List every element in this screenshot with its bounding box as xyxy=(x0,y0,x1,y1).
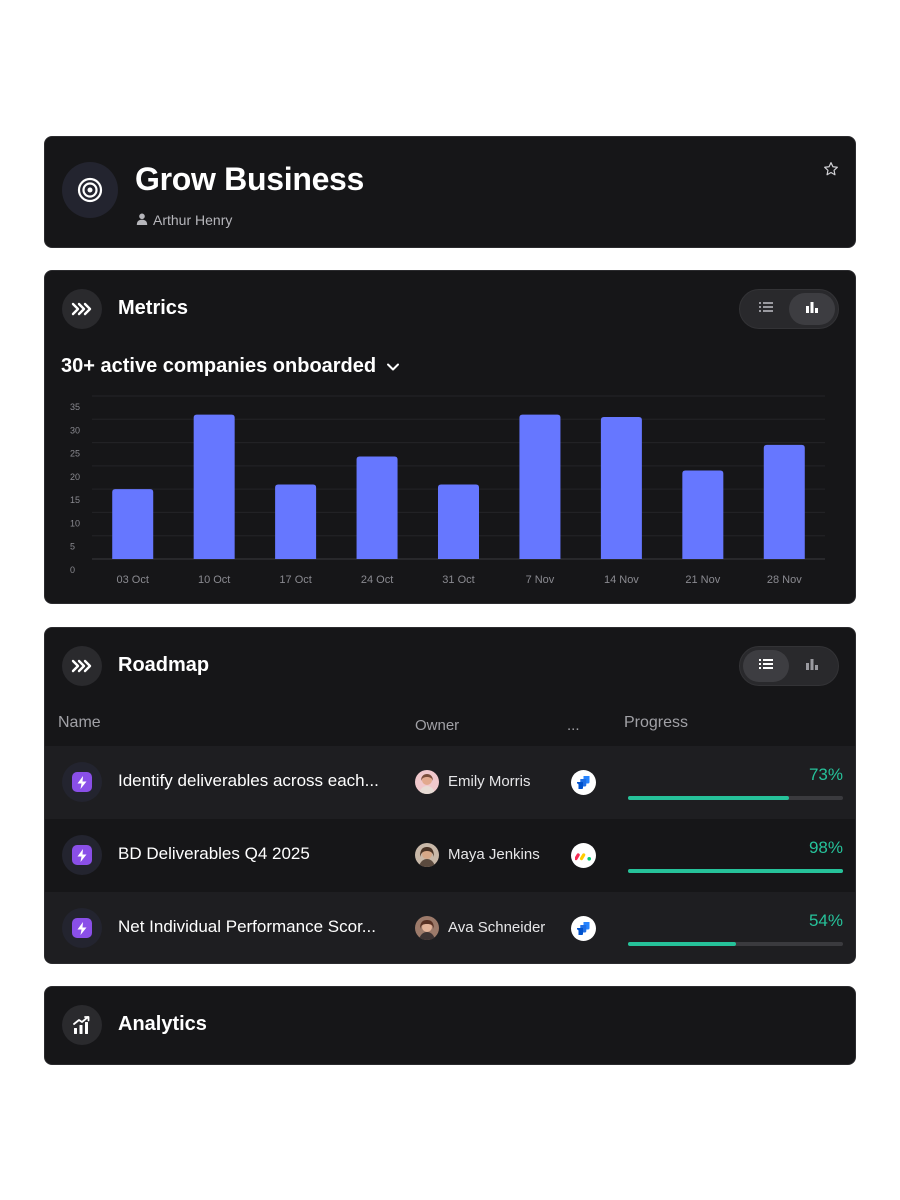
chevron-down-icon xyxy=(386,355,400,378)
x-tick-label: 7 Nov xyxy=(526,574,555,586)
goal-header-card: Grow Business Arthur Henry xyxy=(44,136,856,248)
chevrons-icon xyxy=(62,289,102,329)
metrics-view-toggle xyxy=(739,289,839,329)
task-icon xyxy=(62,762,102,802)
table-row[interactable]: Identify deliverables across each... Emi… xyxy=(45,746,855,819)
x-tick-label: 10 Oct xyxy=(198,574,230,586)
column-header-owner[interactable]: Owner xyxy=(415,717,460,734)
goal-title: Grow Business xyxy=(135,161,365,197)
roadmap-title: Roadmap xyxy=(118,654,210,676)
x-tick-label: 03 Oct xyxy=(117,574,149,586)
task-icon xyxy=(62,908,102,948)
owner-name: Ava Schneider xyxy=(448,919,546,936)
bar xyxy=(356,456,398,559)
avatar xyxy=(415,916,439,940)
list-icon xyxy=(759,657,773,675)
progress-percent: 73% xyxy=(808,765,843,784)
bar xyxy=(438,484,479,559)
chart-view-button[interactable] xyxy=(789,293,835,325)
row-name: BD Deliverables Q4 2025 xyxy=(118,844,310,863)
y-tick-label: 35 xyxy=(70,402,80,412)
target-icon xyxy=(62,162,118,218)
list-view-button[interactable] xyxy=(743,293,789,325)
progress-bar xyxy=(628,869,843,873)
list-icon xyxy=(759,300,773,318)
x-tick-label: 31 Oct xyxy=(442,574,474,586)
table-row[interactable]: Net Individual Performance Scor... Ava S… xyxy=(45,892,855,963)
bar xyxy=(275,484,317,559)
bar xyxy=(682,470,724,559)
bar xyxy=(763,444,805,559)
table-row[interactable]: BD Deliverables Q4 2025 Maya Jenkins 98% xyxy=(45,819,855,892)
row-name: Net Individual Performance Scor... xyxy=(118,917,376,936)
chevrons-icon xyxy=(62,646,102,686)
task-icon xyxy=(62,835,102,875)
progress-bar xyxy=(628,942,843,946)
monday-icon[interactable] xyxy=(571,843,596,868)
analytics-card[interactable]: Analytics xyxy=(44,986,856,1065)
metric-selector[interactable]: 30+ active companies onboarded xyxy=(61,355,400,378)
y-tick-label: 20 xyxy=(70,472,80,482)
x-tick-label: 14 Nov xyxy=(604,574,639,586)
list-view-button[interactable] xyxy=(743,650,789,682)
column-header-name[interactable]: Name xyxy=(58,714,101,731)
metrics-title: Metrics xyxy=(118,297,189,319)
x-tick-label: 21 Nov xyxy=(685,574,720,586)
owner-name: Emily Morris xyxy=(448,773,531,790)
x-tick-label: 17 Oct xyxy=(279,574,311,586)
roadmap-view-toggle xyxy=(739,646,839,686)
analytics-title: Analytics xyxy=(118,1013,207,1035)
user-icon xyxy=(136,212,148,228)
jira-icon[interactable] xyxy=(571,916,596,941)
progress-fill xyxy=(628,796,790,800)
trending-up-icon xyxy=(62,1005,102,1045)
jira-icon[interactable] xyxy=(571,770,596,795)
star-icon[interactable] xyxy=(823,161,839,182)
x-tick-label: 24 Oct xyxy=(361,574,393,586)
bar xyxy=(193,414,235,559)
y-tick-label: 10 xyxy=(70,518,80,528)
row-name: Identify deliverables across each... xyxy=(118,771,379,790)
y-tick-label: 30 xyxy=(70,425,80,435)
bar-chart-icon xyxy=(805,657,819,675)
progress-percent: 54% xyxy=(808,911,843,930)
avatar xyxy=(415,843,439,867)
goal-owner[interactable]: Arthur Henry xyxy=(136,212,232,228)
metrics-card: Metrics 30+ active companies onboarded 0… xyxy=(44,270,856,604)
y-tick-label: 15 xyxy=(70,495,80,505)
y-tick-label: 0 xyxy=(70,565,75,575)
column-header-progress[interactable]: Progress xyxy=(624,714,689,731)
progress-fill xyxy=(628,869,843,873)
metric-heading-label: 30+ active companies onboarded xyxy=(61,355,377,377)
x-tick-label: 28 Nov xyxy=(767,574,802,586)
bar xyxy=(600,416,642,559)
progress-bar xyxy=(628,796,843,800)
y-tick-label: 25 xyxy=(70,449,80,459)
roadmap-card: Roadmap Name Owner ... Progress Identify… xyxy=(44,627,856,964)
avatar xyxy=(415,770,439,794)
bar xyxy=(112,489,154,559)
y-tick-label: 5 xyxy=(70,542,75,552)
bar-chart-icon xyxy=(805,300,819,318)
bar-chart: 0 5 10 15 20 25 30 35 03 Oct 10 Oct 17 Oct 24 Oct 31… xyxy=(70,395,825,586)
chart-view-button[interactable] xyxy=(789,650,835,682)
column-header-more[interactable]: ... xyxy=(567,717,580,734)
goal-owner-name: Arthur Henry xyxy=(153,212,233,228)
owner-name: Maya Jenkins xyxy=(448,846,540,863)
progress-percent: 98% xyxy=(808,838,843,857)
bar xyxy=(519,414,561,559)
progress-fill xyxy=(628,942,736,946)
